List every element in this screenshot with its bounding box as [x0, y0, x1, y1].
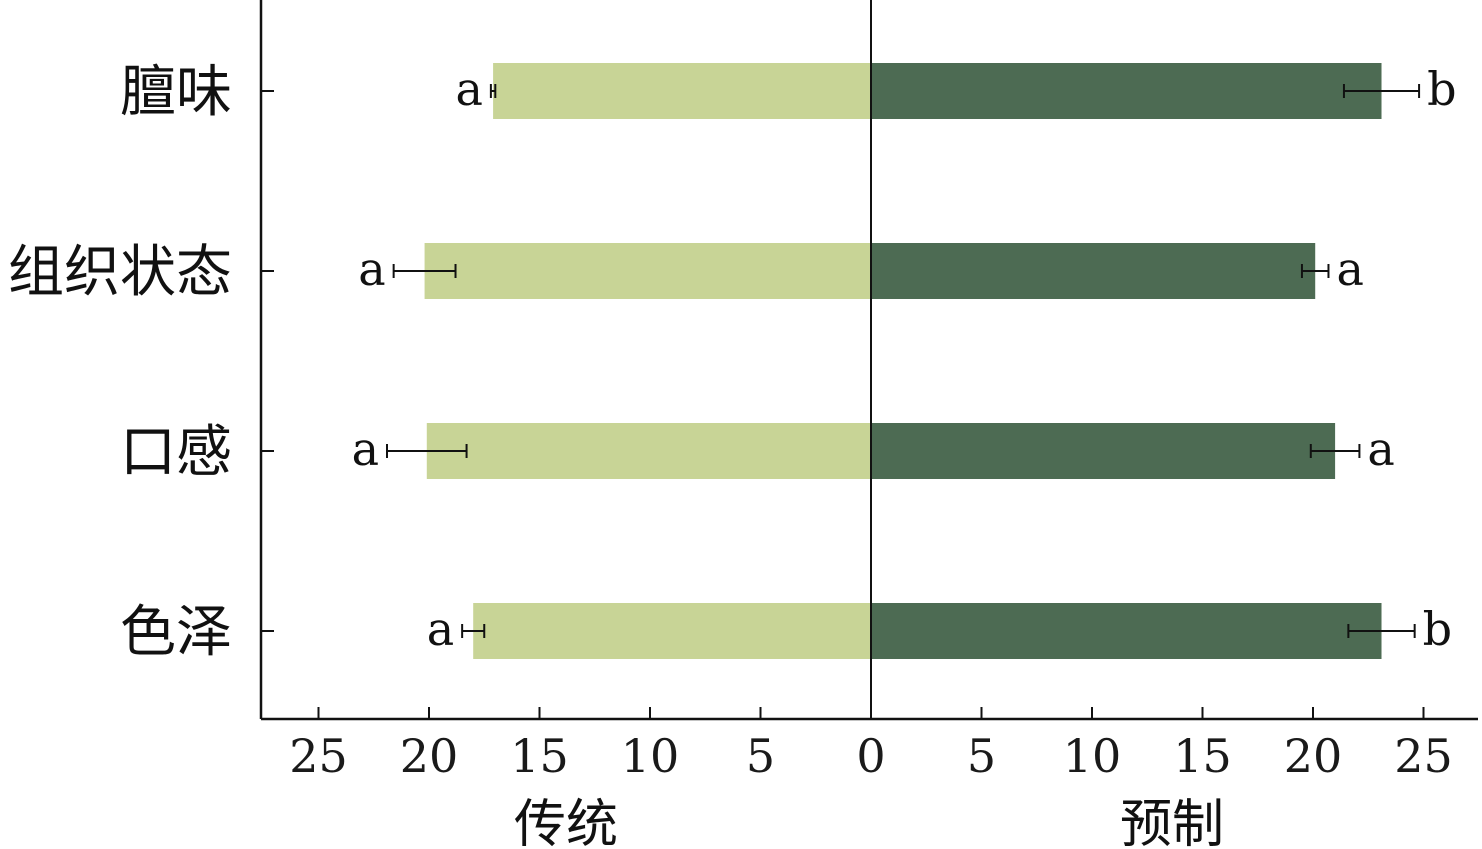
ticks-layer	[261, 90, 1425, 719]
x-tick-label: 20	[1284, 729, 1343, 783]
x-tick-label: 15	[510, 729, 569, 783]
significance-label: a	[1336, 242, 1363, 296]
bar	[871, 63, 1382, 119]
x-axis-label-left: 传统	[514, 795, 618, 849]
x-tick-label: 10	[621, 729, 680, 783]
significance-label: a	[455, 62, 482, 116]
x-tick-label: 25	[1394, 729, 1453, 783]
bar	[424, 243, 871, 299]
axes-layer	[259, 0, 1478, 721]
x-tick-label: 5	[967, 729, 996, 783]
bar	[426, 423, 871, 479]
category-label: 色泽	[120, 600, 232, 665]
bar	[871, 423, 1336, 479]
x-tick-label: 5	[746, 729, 775, 783]
category-label: 口感	[120, 420, 232, 485]
significance-label: b	[1427, 62, 1456, 116]
bar	[493, 63, 871, 119]
x-tick-label: 15	[1173, 729, 1232, 783]
significance-label: a	[1367, 422, 1394, 476]
category-label: 组织状态	[8, 240, 232, 305]
bars-layer	[424, 63, 1382, 659]
x-tick-label: 20	[400, 729, 459, 783]
x-tick-label: 25	[289, 729, 348, 783]
x-axis-label-right: 预制	[1120, 795, 1224, 849]
x-tick-label: 10	[1063, 729, 1122, 783]
bar	[871, 603, 1382, 659]
bar	[473, 603, 871, 659]
x-tick-label: 0	[856, 729, 885, 783]
error-bars-layer	[386, 84, 1421, 638]
bar	[871, 243, 1316, 299]
significance-label: a	[352, 422, 379, 476]
significance-label: a	[358, 242, 385, 296]
significance-label: b	[1423, 602, 1452, 656]
category-label: 膻味	[120, 60, 232, 125]
significance-label: a	[427, 602, 454, 656]
